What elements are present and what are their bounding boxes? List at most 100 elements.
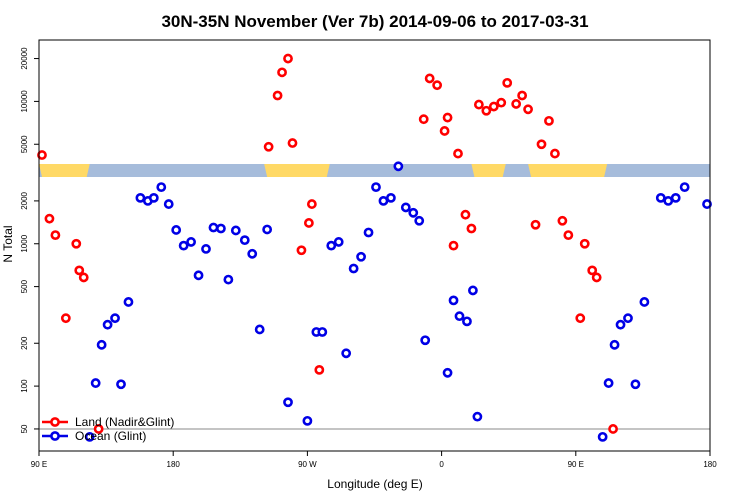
data-points [37, 53, 712, 442]
ocean-point [333, 237, 344, 247]
ocean-point [283, 397, 293, 408]
ocean-point [371, 182, 381, 193]
ocean-point [597, 431, 608, 442]
ocean-point [462, 316, 472, 327]
ocean-point [454, 311, 465, 322]
ocean-point [603, 378, 614, 388]
ocean-point [123, 297, 134, 307]
land-point [466, 223, 477, 234]
y-tick-label: 5000 [20, 135, 29, 153]
ocean-point [90, 378, 101, 388]
ocean-point [223, 274, 234, 285]
y-tick-label: 1000 [20, 234, 29, 252]
ocean-point [262, 224, 273, 235]
land-point [557, 215, 568, 226]
y-tick-label: 500 [20, 279, 29, 293]
ocean-point [148, 192, 159, 203]
ocean-point [208, 222, 219, 233]
ocean-point [317, 327, 328, 337]
x-axis-label: Longitude (deg E) [327, 477, 422, 491]
land-point [511, 99, 522, 109]
ocean-point [254, 324, 265, 335]
land-point [544, 115, 554, 126]
ocean-point [230, 225, 241, 236]
land-point [272, 90, 283, 101]
legend-marker [50, 431, 60, 441]
land-point [306, 199, 317, 209]
x-tick-label: 180 [703, 460, 717, 469]
land-point [523, 104, 533, 115]
land-point [37, 150, 47, 160]
ocean-point [110, 313, 120, 324]
ocean-point [326, 240, 337, 251]
ocean-point [156, 182, 167, 193]
land-point [530, 219, 541, 230]
ocean-point [609, 339, 620, 350]
land-ocean-strip [39, 164, 710, 177]
ocean-point [414, 215, 425, 226]
y-axis-label: N Total [1, 225, 15, 262]
ocean-point [663, 196, 674, 206]
ocean-point [378, 196, 389, 206]
land-point [296, 245, 307, 256]
ocean-point [472, 411, 483, 422]
y-tick-label: 50 [20, 424, 29, 433]
ocean-point [393, 161, 404, 172]
land-segment [264, 164, 330, 177]
legend-label: Land (Nadir&Glint) [75, 415, 174, 429]
ocean-point [679, 182, 690, 193]
ocean-point [448, 295, 459, 306]
land-segment [528, 164, 608, 177]
legend: Land (Nadir&Glint)Ocean (Glint) [42, 415, 174, 443]
land-point [74, 265, 85, 276]
ocean-point [400, 202, 411, 213]
ocean-point [186, 237, 196, 247]
ocean-point [163, 199, 174, 209]
ocean-point [201, 244, 211, 254]
land-point [488, 101, 499, 112]
ocean-point [247, 248, 258, 259]
land-point [277, 67, 287, 78]
ocean-point [408, 207, 419, 218]
ocean-point [102, 319, 113, 330]
land-point [575, 313, 586, 324]
ocean-point [639, 297, 650, 307]
ocean-point [655, 192, 666, 203]
land-point [442, 112, 453, 123]
ocean-strip [39, 164, 710, 177]
ocean-point [116, 379, 126, 390]
land-point [517, 90, 528, 101]
x-tick-label: 0 [439, 460, 444, 469]
land-point [93, 424, 104, 434]
land-point [587, 265, 598, 276]
land-point [439, 126, 450, 136]
ocean-point [442, 367, 453, 378]
x-tick-label: 90 E [31, 460, 47, 469]
land-point [424, 73, 435, 84]
ocean-point [178, 240, 189, 251]
land-point [287, 138, 298, 148]
land-point [448, 240, 459, 251]
y-tick-label: 200 [20, 336, 29, 350]
ocean-point [216, 223, 226, 234]
land-point [579, 238, 590, 249]
land-point [453, 148, 463, 159]
land-point [418, 114, 429, 125]
ocean-point [171, 225, 182, 235]
ocean-point [84, 431, 95, 442]
y-axis: 50 100 200 500 1000 2000 5000 10000 20000 [20, 47, 39, 433]
land-point [496, 97, 507, 108]
land-point [536, 139, 547, 150]
ocean-point [356, 251, 366, 262]
chart-title: 30N-35N November (Ver 7b) 2014-09-06 to … [161, 12, 588, 31]
land-point [71, 238, 82, 249]
land-point [44, 213, 55, 224]
land-point [502, 77, 513, 88]
land-point [591, 272, 602, 283]
legend-label: Ocean (Glint) [75, 429, 146, 443]
ocean-point [420, 335, 431, 346]
ocean-point [239, 235, 250, 246]
ocean-point [341, 348, 352, 359]
y-tick-label: 10000 [20, 90, 29, 113]
ocean-point [468, 285, 478, 296]
